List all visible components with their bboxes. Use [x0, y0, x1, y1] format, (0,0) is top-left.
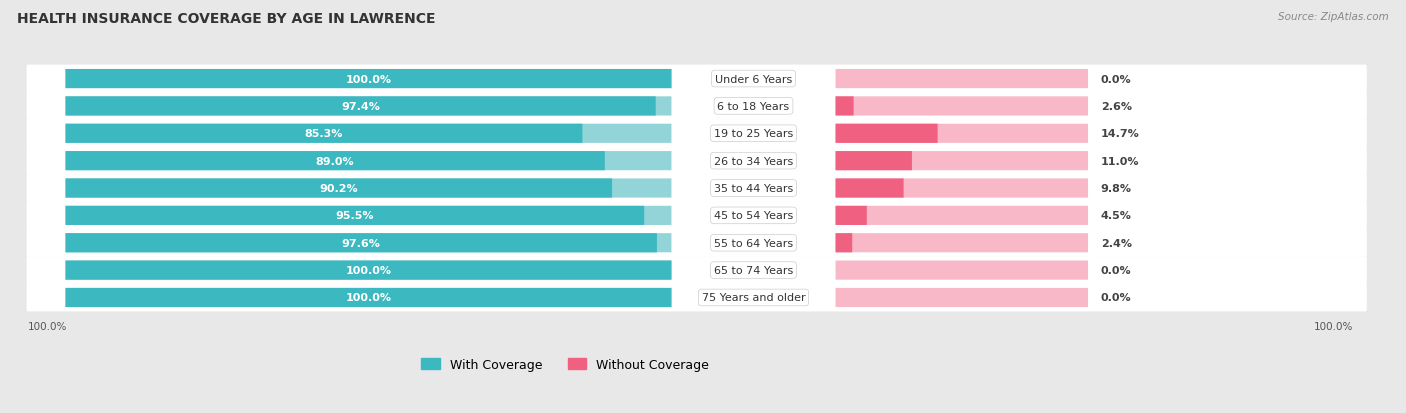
- FancyBboxPatch shape: [27, 120, 1367, 148]
- Text: 6 to 18 Years: 6 to 18 Years: [717, 102, 790, 112]
- Text: 100.0%: 100.0%: [1313, 321, 1353, 331]
- Text: 19 to 25 Years: 19 to 25 Years: [714, 129, 793, 139]
- FancyBboxPatch shape: [27, 93, 1367, 121]
- FancyBboxPatch shape: [66, 179, 672, 198]
- FancyBboxPatch shape: [835, 70, 1088, 89]
- FancyBboxPatch shape: [66, 179, 612, 198]
- FancyBboxPatch shape: [27, 229, 1367, 257]
- FancyBboxPatch shape: [66, 288, 672, 307]
- FancyBboxPatch shape: [835, 124, 1088, 143]
- Text: 100.0%: 100.0%: [346, 266, 391, 275]
- FancyBboxPatch shape: [835, 206, 1088, 225]
- Text: Under 6 Years: Under 6 Years: [714, 74, 792, 84]
- FancyBboxPatch shape: [66, 70, 672, 89]
- FancyBboxPatch shape: [835, 288, 1088, 307]
- Text: 65 to 74 Years: 65 to 74 Years: [714, 266, 793, 275]
- FancyBboxPatch shape: [835, 179, 1088, 198]
- Text: 9.8%: 9.8%: [1101, 183, 1132, 194]
- FancyBboxPatch shape: [66, 261, 672, 280]
- FancyBboxPatch shape: [835, 97, 853, 116]
- FancyBboxPatch shape: [66, 152, 605, 171]
- Text: 85.3%: 85.3%: [305, 129, 343, 139]
- FancyBboxPatch shape: [835, 179, 904, 198]
- FancyBboxPatch shape: [27, 65, 1367, 93]
- FancyBboxPatch shape: [835, 234, 852, 253]
- FancyBboxPatch shape: [835, 234, 1088, 253]
- FancyBboxPatch shape: [66, 288, 672, 307]
- FancyBboxPatch shape: [27, 147, 1367, 175]
- FancyBboxPatch shape: [27, 202, 1367, 230]
- FancyBboxPatch shape: [66, 206, 644, 225]
- Text: 26 to 34 Years: 26 to 34 Years: [714, 156, 793, 166]
- FancyBboxPatch shape: [835, 152, 1088, 171]
- FancyBboxPatch shape: [835, 152, 912, 171]
- Text: 45 to 54 Years: 45 to 54 Years: [714, 211, 793, 221]
- FancyBboxPatch shape: [66, 152, 672, 171]
- Text: 100.0%: 100.0%: [346, 293, 391, 303]
- FancyBboxPatch shape: [66, 261, 672, 280]
- Text: 97.6%: 97.6%: [342, 238, 381, 248]
- Text: 35 to 44 Years: 35 to 44 Years: [714, 183, 793, 194]
- Text: 100.0%: 100.0%: [346, 74, 391, 84]
- FancyBboxPatch shape: [66, 70, 672, 89]
- Text: 2.4%: 2.4%: [1101, 238, 1132, 248]
- Text: 4.5%: 4.5%: [1101, 211, 1132, 221]
- Text: 0.0%: 0.0%: [1101, 74, 1132, 84]
- FancyBboxPatch shape: [835, 97, 1088, 116]
- FancyBboxPatch shape: [66, 206, 672, 225]
- Text: 11.0%: 11.0%: [1101, 156, 1139, 166]
- FancyBboxPatch shape: [835, 261, 1088, 280]
- FancyBboxPatch shape: [27, 284, 1367, 312]
- Text: 2.6%: 2.6%: [1101, 102, 1132, 112]
- FancyBboxPatch shape: [66, 234, 657, 253]
- Text: Source: ZipAtlas.com: Source: ZipAtlas.com: [1278, 12, 1389, 22]
- FancyBboxPatch shape: [835, 124, 938, 143]
- Text: 95.5%: 95.5%: [336, 211, 374, 221]
- FancyBboxPatch shape: [66, 124, 582, 143]
- Text: 0.0%: 0.0%: [1101, 266, 1132, 275]
- FancyBboxPatch shape: [27, 175, 1367, 202]
- Text: 100.0%: 100.0%: [28, 321, 67, 331]
- FancyBboxPatch shape: [66, 97, 655, 116]
- Text: HEALTH INSURANCE COVERAGE BY AGE IN LAWRENCE: HEALTH INSURANCE COVERAGE BY AGE IN LAWR…: [17, 12, 436, 26]
- Text: 90.2%: 90.2%: [319, 183, 359, 194]
- Text: 89.0%: 89.0%: [316, 156, 354, 166]
- Text: 14.7%: 14.7%: [1101, 129, 1139, 139]
- FancyBboxPatch shape: [27, 256, 1367, 285]
- Text: 97.4%: 97.4%: [342, 102, 380, 112]
- Text: 55 to 64 Years: 55 to 64 Years: [714, 238, 793, 248]
- FancyBboxPatch shape: [835, 206, 866, 225]
- FancyBboxPatch shape: [66, 124, 672, 143]
- Text: 75 Years and older: 75 Years and older: [702, 293, 806, 303]
- FancyBboxPatch shape: [66, 97, 672, 116]
- Text: 0.0%: 0.0%: [1101, 293, 1132, 303]
- Legend: With Coverage, Without Coverage: With Coverage, Without Coverage: [416, 353, 714, 376]
- FancyBboxPatch shape: [66, 234, 672, 253]
